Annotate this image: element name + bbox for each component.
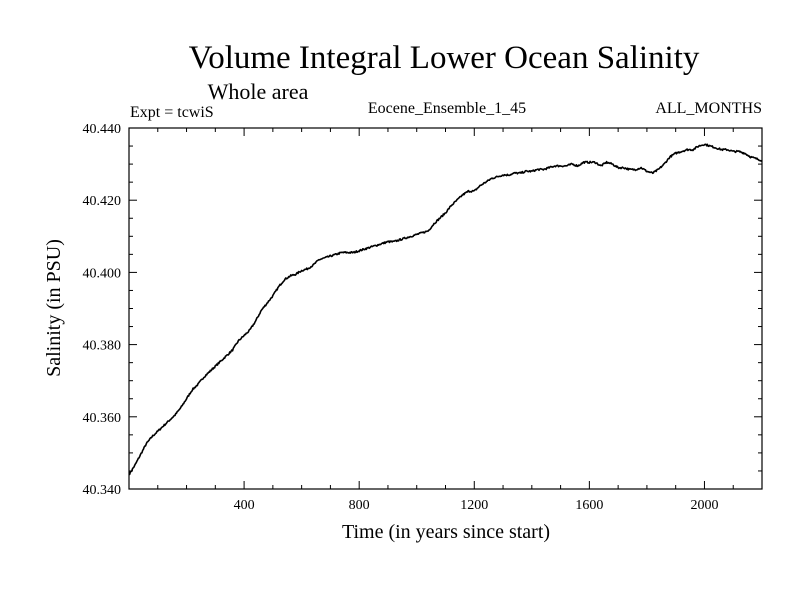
x-axis-label: Time (in years since start): [342, 521, 550, 543]
months-label: ALL_MONTHS: [655, 100, 762, 117]
plot-frame: [128, 127, 763, 490]
y-tick-label: 40.360: [83, 411, 122, 426]
expt-label: Expt = tcwiS: [130, 104, 214, 121]
x-tick-label: 800: [349, 498, 370, 513]
chart-subtitle: Whole area: [208, 79, 309, 104]
x-axis-ticks: 400 800 1200 1600 2000: [128, 128, 763, 513]
x-tick-label: 2000: [690, 498, 718, 513]
y-tick-label: 40.440: [83, 122, 122, 137]
salinity-series-line: [128, 143, 763, 476]
ensemble-label: Eocene_Ensemble_1_45: [368, 100, 526, 117]
y-tick-label: 40.340: [83, 483, 122, 498]
chart-title: Volume Integral Lower Ocean Salinity: [189, 40, 700, 76]
y-tick-label: 40.380: [83, 339, 122, 354]
y-axis-label: Salinity (in PSU): [43, 239, 65, 377]
x-tick-label: 1200: [460, 498, 488, 513]
y-tick-label: 40.400: [83, 266, 122, 281]
y-axis-ticks: 40.340 40.360 40.380 40.400 40.420 40.440: [83, 122, 762, 498]
x-tick-label: 400: [234, 498, 255, 513]
y-tick-label: 40.420: [83, 194, 122, 209]
x-tick-label: 1600: [575, 498, 603, 513]
